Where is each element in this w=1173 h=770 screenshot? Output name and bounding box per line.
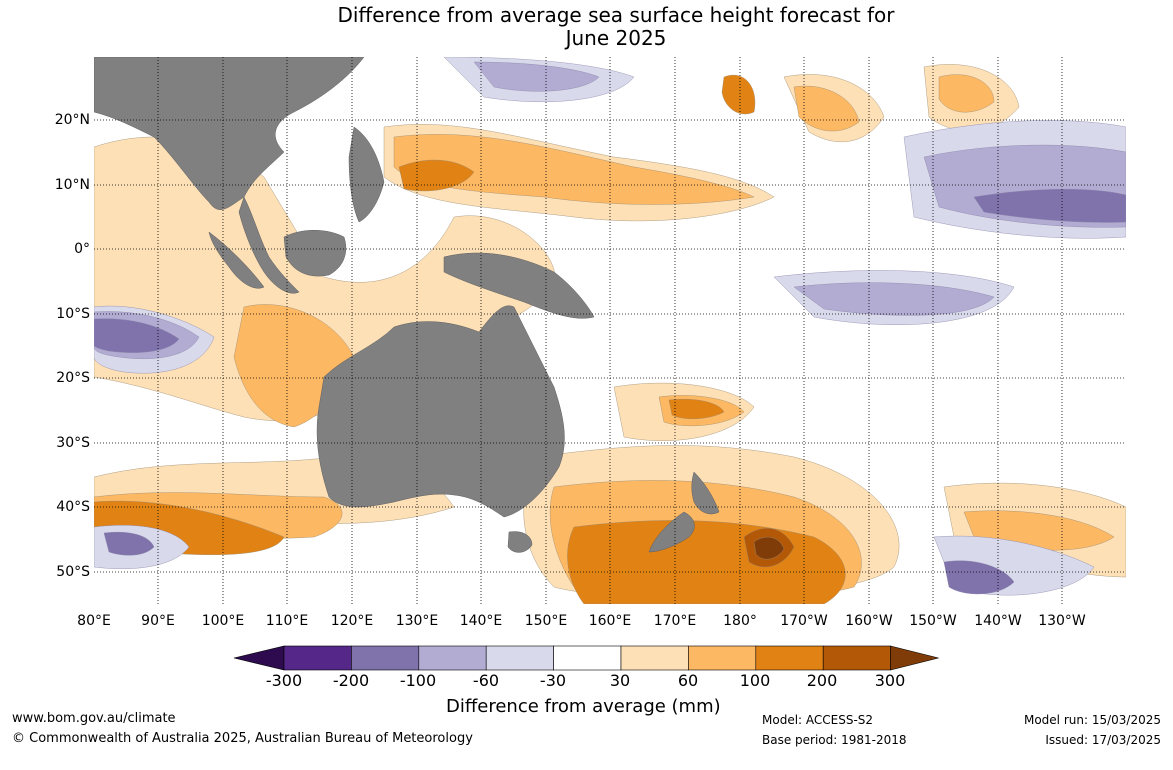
lon-tick-180: 180° [723,613,757,629]
lon-tick-150w: 150°W [909,613,957,629]
colorbar-extend-high [890,645,939,671]
colorbar-tick: 300 [874,671,906,690]
colorbar-swatch [620,645,689,671]
lat-tick-10s: 10°S [56,306,90,322]
colorbar-tick: 30 [609,671,631,690]
new-zealand-north-island [691,471,720,515]
colorbar-tick: -30 [539,671,567,690]
negative-anomaly-fields [94,57,1126,596]
lon-tick-160w: 160°W [845,613,893,629]
lat-tick-50s: 50°S [56,564,90,580]
colorbar-label: Difference from average (mm) [446,696,721,717]
lat-tick-10n: 10°N [54,177,90,193]
lon-tick-140e: 140°E [459,613,503,629]
lon-tick-170e: 170°E [653,613,697,629]
title-line-1: Difference from average sea surface heig… [337,3,895,27]
new-zealand-south-island [648,511,695,553]
lon-tick-110e: 110°E [265,613,309,629]
lon-tick-160e: 160°E [588,613,632,629]
land-masses [94,57,720,553]
lat-tick-40s: 40°S [56,499,90,515]
graticule [94,57,1126,604]
copyright-text: © Commonwealth of Australia 2025, Austra… [12,731,473,746]
australia-continent [316,305,565,518]
lon-tick-170w: 170°W [780,613,828,629]
colorbar [233,645,939,671]
map-area [94,57,1126,604]
chart-title: Difference from average sea surface heig… [0,4,1173,50]
colorbar-tick: 200 [806,671,838,690]
lat-tick-20s: 20°S [56,370,90,386]
indochina-landmass [238,196,300,294]
website-link[interactable]: www.bom.gov.au/climate [12,711,176,726]
colorbar-swatch [755,645,824,671]
issued-date: Issued: 17/03/2025 [1045,733,1161,747]
lat-tick-30s: 30°S [56,435,90,451]
philippines-islands [348,126,385,223]
model-name: Model: ACCESS-S2 [762,713,874,727]
lat-tick-20n: 20°N [54,112,90,128]
title-line-2: June 2025 [565,26,667,50]
colorbar-swatch [688,645,757,671]
model-run-date: Model run: 15/03/2025 [1023,713,1161,727]
colorbar-swatch [485,645,554,671]
colorbar-tick: -60 [472,671,500,690]
colorbar-tick: 60 [677,671,699,690]
colorbar-tick: -100 [399,671,437,690]
sea-surface-height-map [94,57,1126,604]
lon-tick-140w: 140°W [974,613,1022,629]
colorbar-swatch [822,645,891,671]
lat-tick-0: 0° [74,241,90,257]
lon-tick-120e: 120°E [330,613,374,629]
colorbar-tick: -300 [265,671,303,690]
lon-tick-150e: 150°E [524,613,568,629]
lon-tick-130e: 130°E [395,613,439,629]
colorbar-swatch [351,645,420,671]
tasmania-island [507,531,533,553]
new-guinea-island [443,252,595,319]
base-period: Base period: 1981-2018 [762,733,907,747]
colorbar-tick: 100 [739,671,771,690]
colorbar-extend-low [233,645,285,671]
colorbar-swatch [553,645,622,671]
colorbar-swatch [418,645,487,671]
lon-tick-130w: 130°W [1038,613,1086,629]
lon-tick-80e: 80°E [77,613,111,629]
lon-tick-100e: 100°E [201,613,245,629]
colorbar-tick: -200 [332,671,370,690]
colorbar-swatch [283,645,352,671]
borneo-island [283,230,347,277]
lon-tick-90e: 90°E [141,613,175,629]
